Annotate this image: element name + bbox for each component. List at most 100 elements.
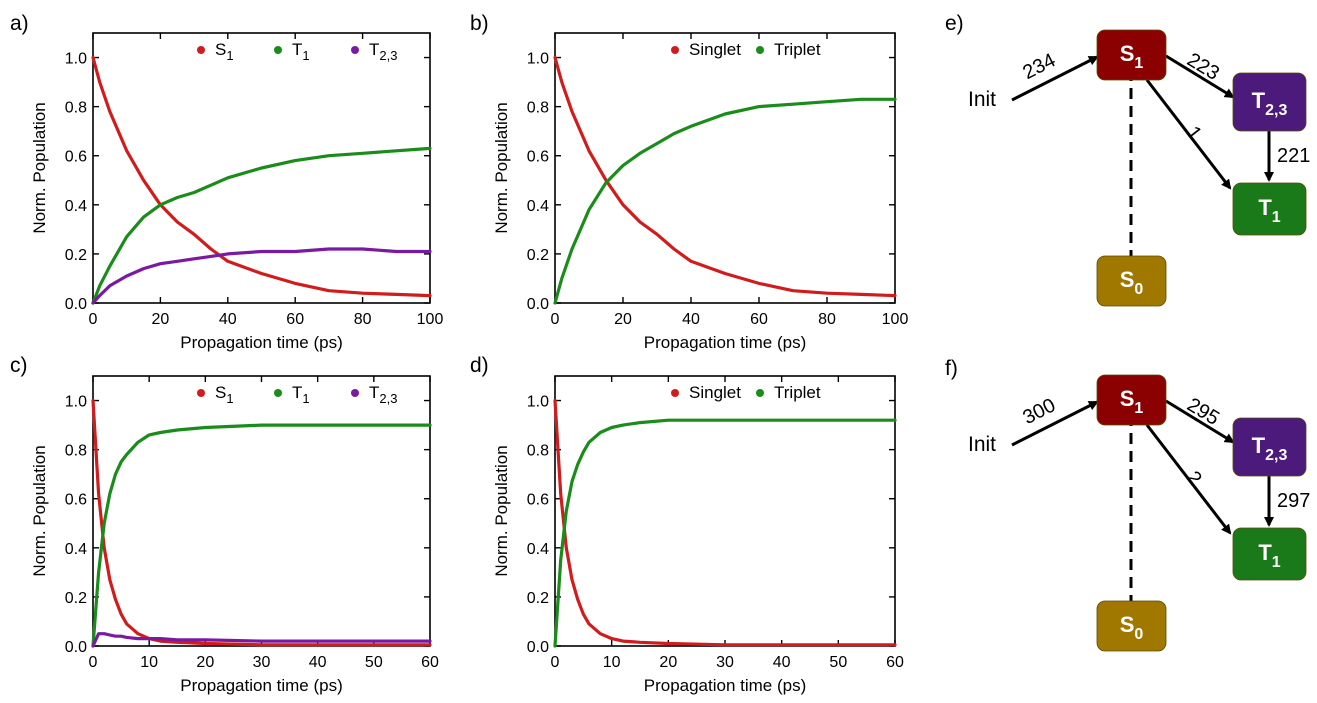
y-tick-label: 0.6 bbox=[527, 492, 549, 509]
series-line-1 bbox=[91, 423, 432, 648]
init-label: Init bbox=[968, 88, 996, 111]
series-line-2 bbox=[91, 247, 432, 305]
legend-marker bbox=[351, 46, 359, 54]
y-tick-label: 0.2 bbox=[65, 590, 87, 607]
count-t23-t1: 221 bbox=[1277, 145, 1310, 167]
series-line-1 bbox=[91, 146, 432, 305]
y-tick-label: 0.4 bbox=[527, 198, 549, 215]
legend-entry: Singlet bbox=[689, 383, 741, 402]
state-box-s0 bbox=[1096, 255, 1167, 307]
x-tick-label: 10 bbox=[140, 654, 158, 671]
y-tick-label: 1.0 bbox=[65, 51, 87, 68]
plot-frame bbox=[92, 375, 431, 647]
legend-entry-base: Singlet bbox=[689, 40, 741, 59]
y-tick-label: 1.0 bbox=[65, 394, 87, 411]
legend-entry-base: Singlet bbox=[689, 383, 741, 402]
x-tick-label: 40 bbox=[309, 654, 327, 671]
state-box-s1 bbox=[1096, 29, 1167, 81]
legend-entry: S1 bbox=[215, 383, 234, 406]
arrow-s1-t23 bbox=[1165, 54, 1235, 99]
panel-label: e) bbox=[945, 12, 964, 35]
y-tick-label: 0.4 bbox=[527, 541, 549, 558]
series-line-0 bbox=[553, 55, 897, 298]
legend-entry: Triplet bbox=[774, 40, 821, 59]
x-tick-label: 100 bbox=[882, 311, 909, 328]
state-label-s1: S1 bbox=[1120, 41, 1144, 72]
legend-entry-subscript: 1 bbox=[226, 48, 233, 63]
state-box-s1 bbox=[1096, 374, 1167, 426]
state-label-t23: T2,3 bbox=[1252, 433, 1288, 464]
y-tick-label: 0.4 bbox=[65, 541, 87, 558]
x-tick-label: 40 bbox=[219, 311, 237, 328]
state-label-t1-base: T bbox=[1258, 540, 1272, 565]
legend-entry-subscript: 1 bbox=[302, 48, 309, 63]
state-label-s0-base: S bbox=[1120, 612, 1135, 637]
y-tick-label: 0.6 bbox=[65, 149, 87, 166]
y-tick-label: 0.0 bbox=[65, 296, 87, 313]
state-box-s0 bbox=[1096, 600, 1167, 652]
panel-label: f) bbox=[945, 357, 958, 380]
legend-marker bbox=[351, 389, 359, 397]
state-label-s1: S1 bbox=[1120, 386, 1144, 417]
state-label-s0-subscript: 0 bbox=[1134, 281, 1143, 298]
legend-entry: T1 bbox=[292, 383, 310, 406]
legend-entry-subscript: 2,3 bbox=[379, 48, 397, 63]
x-tick-label: 20 bbox=[614, 311, 632, 328]
x-tick-label: 50 bbox=[365, 654, 383, 671]
arrow-init-s1 bbox=[1011, 55, 1099, 102]
legend-entry-base: T bbox=[292, 40, 302, 59]
legend-entry-base: Triplet bbox=[774, 40, 821, 59]
state-box-t1 bbox=[1232, 527, 1307, 581]
y-tick-label: 0.0 bbox=[527, 639, 549, 656]
series-line-0 bbox=[91, 55, 432, 298]
state-box-t23 bbox=[1232, 417, 1307, 477]
state-box-t23 bbox=[1232, 72, 1307, 132]
x-axis-label: Propagation time (ps) bbox=[644, 676, 807, 695]
y-axis-label: Norm. Population bbox=[492, 102, 511, 233]
count-s1-t23: 223 bbox=[1183, 49, 1223, 85]
state-label-s0-subscript: 0 bbox=[1134, 626, 1143, 643]
panel-label: d) bbox=[470, 354, 489, 377]
y-tick-label: 0.2 bbox=[527, 247, 549, 264]
y-tick-label: 0.6 bbox=[527, 149, 549, 166]
x-tick-label: 0 bbox=[89, 311, 98, 328]
legend-marker bbox=[671, 389, 679, 397]
chart-panel-2: c) 0.0 0.2 0.4 0.6 0.8 1.0 0 10 20 30 40 50 60 Propaga… bbox=[10, 354, 439, 695]
plot-frame bbox=[554, 32, 896, 304]
legend-marker bbox=[274, 46, 282, 54]
series-line-1 bbox=[553, 418, 897, 648]
init-label: Init bbox=[968, 433, 996, 456]
series-line-1 bbox=[553, 97, 897, 305]
legend-entry-base: Triplet bbox=[774, 383, 821, 402]
x-tick-label: 30 bbox=[716, 654, 734, 671]
chart-panel-3: d) 0.0 0.2 0.4 0.6 0.8 1.0 0 10 20 30 40 50 60 Propaga… bbox=[470, 354, 904, 695]
legend-entry: S1 bbox=[215, 40, 234, 63]
arrow-s1-t1 bbox=[1145, 424, 1232, 535]
count-s1-t23: 295 bbox=[1183, 394, 1223, 430]
x-tick-label: 60 bbox=[421, 654, 439, 671]
plot-frame bbox=[92, 32, 431, 304]
x-tick-label: 0 bbox=[551, 654, 560, 671]
plot-frame bbox=[554, 375, 896, 647]
legend-marker bbox=[197, 46, 205, 54]
charts-layer: a)0.00.20.40.60.81.00 20 40 60 80 100Propagat… bbox=[10, 12, 908, 695]
y-tick-label: 0.0 bbox=[65, 639, 87, 656]
state-label-t1-base: T bbox=[1258, 195, 1272, 220]
state-label-s0-base: S bbox=[1120, 267, 1135, 292]
legend-marker bbox=[756, 46, 764, 54]
legend-entry-subscript: 2,3 bbox=[379, 391, 397, 406]
arrow-s1-t23 bbox=[1165, 399, 1235, 444]
count-t23-t1: 297 bbox=[1277, 490, 1310, 512]
state-label-t1: T1 bbox=[1258, 540, 1280, 571]
state-label-t23-base: T bbox=[1252, 433, 1266, 458]
x-axis-label: Propagation time (ps) bbox=[180, 676, 343, 695]
series-line-2 bbox=[91, 632, 432, 648]
legend-entry-base: S bbox=[215, 383, 226, 402]
x-tick-label: 80 bbox=[818, 311, 836, 328]
state-label-s0: S0 bbox=[1120, 267, 1144, 298]
x-tick-label: 60 bbox=[886, 654, 904, 671]
y-axis-label: Norm. Population bbox=[30, 102, 49, 233]
y-axis-label: Norm. Population bbox=[492, 445, 511, 576]
